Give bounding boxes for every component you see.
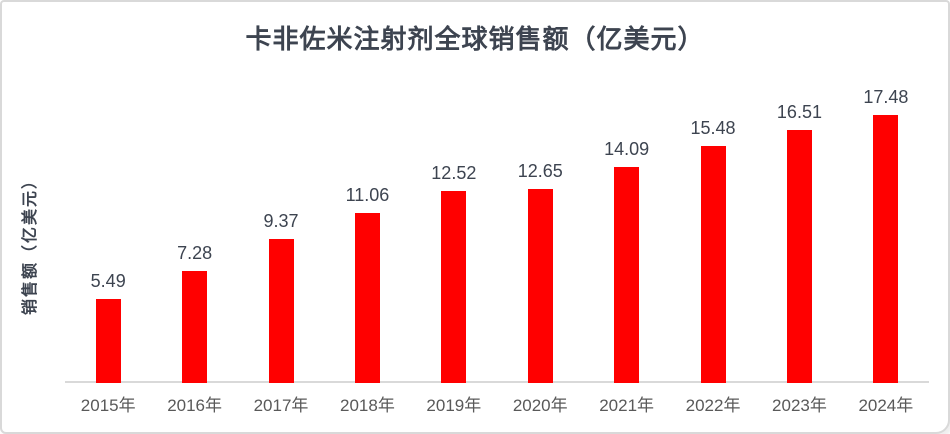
- bar-value-label: 7.28: [177, 243, 213, 264]
- x-axis-tick-label: 2020年: [512, 396, 568, 415]
- chart-title: 卡非佐米注射剂全球销售额（亿美元）: [245, 25, 705, 55]
- bar-slot: 5.49: [65, 271, 151, 383]
- bar-value-label: 12.52: [431, 163, 477, 183]
- x-axis-tick-label: 2023年: [772, 396, 827, 415]
- x-axis-tick-label: 2021年: [599, 396, 655, 415]
- bar-slot: 9.37: [238, 211, 324, 383]
- plot-area: 5.49 7.28 9.37 11.06 12.52 12.65 14.09 15.48 16.…: [65, 87, 929, 383]
- bar-slot: 15.48: [670, 118, 756, 383]
- bar: [527, 189, 553, 383]
- x-axis-tick-label: 2019年: [426, 396, 482, 415]
- x-axis-tick-label: 2015年: [80, 396, 136, 415]
- x-axis-tick-label: 2024年: [858, 396, 914, 415]
- bar-value-label: 17.48: [863, 87, 909, 107]
- bar-value-label: 5.49: [90, 270, 126, 291]
- bar-value-label: 15.48: [690, 117, 736, 138]
- bar: [354, 213, 380, 383]
- bar: [182, 271, 208, 383]
- bar-value-label: 12.65: [517, 161, 563, 182]
- x-axis-tick-label: 2022年: [685, 396, 741, 415]
- bar: [441, 191, 467, 383]
- bar-slot: 12.52: [411, 163, 497, 383]
- bar: [95, 298, 121, 383]
- bar-slot: 16.51: [756, 102, 842, 383]
- bar-slot: 11.06: [324, 185, 410, 383]
- bar: [700, 145, 726, 383]
- x-axis-tick-label: 2018年: [340, 396, 395, 415]
- bar-slot: 14.09: [583, 139, 669, 383]
- bar: [873, 115, 899, 383]
- x-axis-line: [65, 381, 929, 383]
- x-axis-tick-label: 2016年: [167, 396, 223, 415]
- bar: [786, 129, 812, 383]
- x-axis-tick-labels: 2015年 2016年 2017年 2018年 2019年 2020年 2021年 2022年…: [65, 391, 929, 416]
- bar-value-label: 16.51: [776, 101, 822, 122]
- bar-value-label: 14.09: [604, 139, 650, 159]
- y-axis-label: 销售额（亿美元）: [22, 170, 39, 316]
- bar-value-label: 11.06: [345, 185, 390, 206]
- bar-value-label: 9.37: [263, 211, 299, 232]
- x-axis-tick-label: 2017年: [253, 396, 309, 415]
- bar-slot: 7.28: [151, 243, 237, 383]
- bar: [614, 167, 640, 383]
- bar-slot: 17.48: [843, 87, 929, 383]
- bar: [268, 239, 294, 383]
- bar-slot: 12.65: [497, 161, 583, 383]
